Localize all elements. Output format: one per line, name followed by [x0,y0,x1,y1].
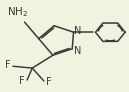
Text: F: F [19,76,25,86]
Text: N: N [74,26,81,36]
Text: NH$_2$: NH$_2$ [7,6,29,19]
Text: F: F [5,60,11,70]
Text: N: N [74,46,81,56]
Text: F: F [46,77,52,87]
